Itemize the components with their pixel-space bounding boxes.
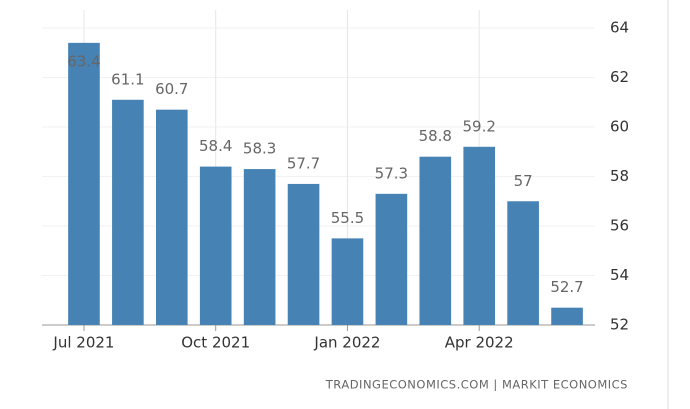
- x-tick-label: Oct 2021: [181, 334, 250, 352]
- bar: [463, 146, 496, 325]
- x-tick-label: Apr 2022: [445, 334, 514, 352]
- y-tick-label: 52: [610, 316, 629, 334]
- bar: [155, 109, 188, 325]
- bar: [199, 166, 232, 325]
- value-label: 55.5: [331, 209, 364, 227]
- bar: [112, 99, 144, 326]
- value-label: 57.7: [287, 154, 320, 172]
- value-label: 58.4: [199, 137, 232, 155]
- y-tick-label: 56: [610, 217, 629, 235]
- bar: [419, 156, 452, 325]
- value-label: 57: [514, 172, 533, 190]
- y-tick-label: 60: [610, 118, 629, 136]
- y-tick-label: 64: [610, 19, 629, 37]
- bar: [243, 169, 276, 325]
- bar: [375, 193, 408, 325]
- y-tick-label: 58: [610, 167, 629, 185]
- x-tick-label: Jan 2022: [313, 334, 380, 352]
- value-label: 60.7: [155, 80, 188, 98]
- value-label: 58.8: [419, 127, 452, 145]
- value-label: 59.2: [463, 117, 496, 135]
- y-tick-label: 62: [610, 68, 629, 86]
- value-label: 57.3: [375, 164, 408, 182]
- bar: [331, 238, 364, 325]
- value-label: 63.4: [67, 53, 100, 71]
- value-label: 58.3: [243, 140, 276, 158]
- bar: [551, 307, 583, 325]
- bar: [287, 183, 320, 325]
- y-tick-label: 54: [610, 266, 629, 284]
- x-tick-label: Jul 2021: [52, 334, 114, 352]
- value-label: 52.7: [550, 278, 583, 296]
- value-label: 61.1: [111, 70, 144, 88]
- source-note: TRADINGECONOMICS.COM | MARKIT ECONOMICS: [325, 378, 628, 392]
- bar: [68, 42, 100, 325]
- bar: [507, 201, 539, 325]
